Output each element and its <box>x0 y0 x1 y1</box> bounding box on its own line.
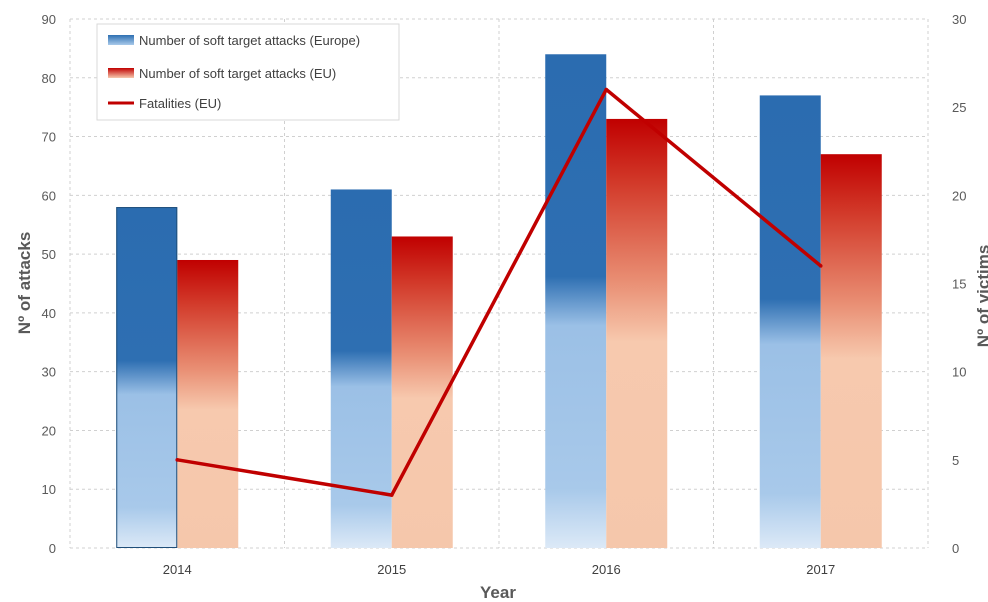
x-tick-2015: 2015 <box>377 562 406 577</box>
bar-europe-2014 <box>116 207 178 549</box>
fatalities-point-2015 <box>389 493 394 497</box>
y-right-tick-3: 15 <box>952 277 966 292</box>
legend: Number of soft target attacks (Europe) N… <box>96 23 400 121</box>
legend-label-fatalities: Fatalities (EU) <box>139 96 221 111</box>
bar-europe-2017 <box>759 95 821 549</box>
fatalities-point-2014 <box>175 458 180 462</box>
legend-swatch-eu <box>108 68 134 78</box>
bar-eu-2016 <box>606 118 668 548</box>
legend-box <box>96 23 400 121</box>
y-left-tick-4: 40 <box>42 306 56 321</box>
fatalities-point-2017 <box>818 264 823 268</box>
y-left-tick-0: 0 <box>49 541 56 556</box>
fatalities-point-2016 <box>604 87 609 92</box>
bar-europe-2014-outline <box>116 207 178 548</box>
y-left-tick-2: 20 <box>42 423 56 438</box>
y-right-tick-2: 10 <box>952 365 966 380</box>
right-axis-ticks: 0 5 10 15 20 25 30 <box>952 12 966 556</box>
y-right-tick-6: 30 <box>952 12 966 27</box>
bar-eu-2014 <box>177 259 239 548</box>
y-axis-title-left: Nº of attacks <box>15 232 34 335</box>
y-left-tick-6: 60 <box>42 188 56 203</box>
y-left-tick-5: 50 <box>42 247 56 262</box>
legend-swatch-europe <box>108 35 134 45</box>
y-right-tick-4: 20 <box>952 188 966 203</box>
left-axis-ticks: 0 10 20 30 40 50 60 70 80 90 <box>42 12 56 556</box>
y-axis-title-right: Nº of victims <box>974 245 988 348</box>
fatalities-series-line <box>176 87 822 497</box>
legend-label-eu: Number of soft target attacks (EU) <box>139 66 336 81</box>
fatalities-line <box>175 87 823 497</box>
bar-europe-2016 <box>545 54 607 549</box>
x-tick-2014: 2014 <box>163 562 192 577</box>
y-left-tick-3: 30 <box>42 365 56 380</box>
y-left-tick-8: 80 <box>42 71 56 86</box>
y-right-tick-5: 25 <box>952 100 966 115</box>
x-axis-title: Year <box>480 583 516 602</box>
y-left-tick-7: 70 <box>42 130 56 145</box>
x-tick-2016: 2016 <box>592 562 621 577</box>
bar-eu-2015 <box>391 236 453 548</box>
legend-label-europe: Number of soft target attacks (Europe) <box>139 33 360 48</box>
y-left-tick-9: 90 <box>42 12 56 27</box>
y-left-tick-1: 10 <box>42 482 56 497</box>
x-axis-tick-labels: 2014 2015 2016 2017 <box>163 562 835 577</box>
x-tick-2017: 2017 <box>806 562 835 577</box>
y-right-tick-1: 5 <box>952 453 959 468</box>
bar-eu-2017 <box>820 154 882 548</box>
y-right-tick-0: 0 <box>952 541 959 556</box>
